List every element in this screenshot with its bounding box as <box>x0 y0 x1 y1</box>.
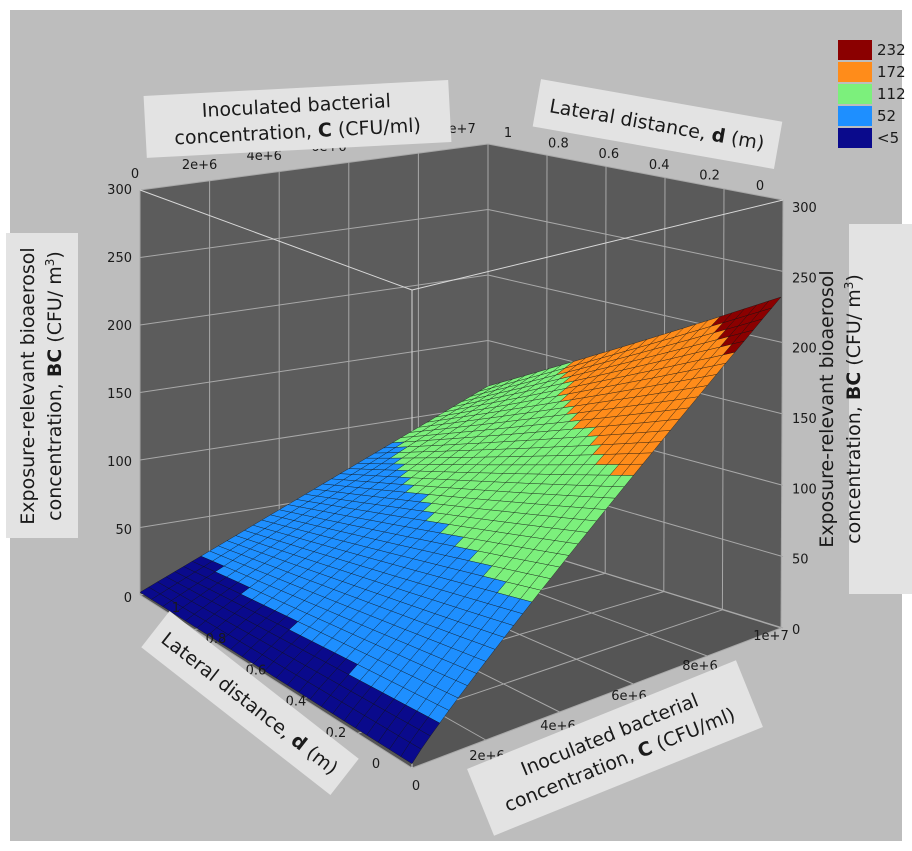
z-axis-title-right-line2: concentration, BC (CFU/ m3) <box>842 274 865 544</box>
z-tick-left: 300 <box>107 183 132 198</box>
x-tick-top: 0 <box>131 167 139 182</box>
grid-line-back-left-horizontal <box>139 209 489 258</box>
edge-top-left <box>139 189 413 291</box>
z-axis-title-right: Exposure-relevant bioaerosol concentrati… <box>816 224 912 594</box>
z-tick-right: 250 <box>792 271 817 286</box>
legend-swatch <box>838 84 872 104</box>
z-tick-left: 50 <box>115 523 132 538</box>
legend-label: 172 <box>877 63 906 81</box>
y-axis-title-bottom-box <box>141 610 359 796</box>
legend-label: 232 <box>877 41 906 59</box>
x-tick-bottom: 1e+7 <box>753 629 788 644</box>
grid-line-back-right-horizontal <box>487 209 784 272</box>
grid-line-back-left-horizontal <box>139 340 489 393</box>
z-tick-right: 150 <box>792 412 817 427</box>
legend-swatch <box>838 128 872 148</box>
x-tick-top: 4e+6 <box>246 149 281 164</box>
y-axis-title-top-box <box>532 79 783 169</box>
z-axis-title-right-box <box>849 224 912 594</box>
legend-swatch <box>838 40 872 60</box>
y-tick-top: 0.2 <box>699 168 720 183</box>
z-tick-right: 100 <box>792 482 817 497</box>
grid-line-back-left-horizontal <box>139 143 489 191</box>
grid-line-back-left-horizontal <box>139 274 489 326</box>
y-tick-bottom: 0 <box>372 757 380 772</box>
x-tick-bottom: 8e+6 <box>682 659 717 674</box>
tick-labels: 005050100100150150200200250250300300002e… <box>107 122 817 794</box>
color-legend: 232 172 112 52 <5 <box>838 40 906 148</box>
y-tick-top: 0.6 <box>598 147 619 162</box>
z-axis-title-left-box <box>6 233 78 538</box>
y-tick-top: 0.4 <box>649 158 670 173</box>
z-tick-right: 0 <box>792 623 800 638</box>
x-axis-title-top-box <box>143 80 452 158</box>
x-axis-title-bottom-box <box>467 660 763 836</box>
z-axis-title-left-line2: concentration, BC (CFU/ m3) <box>43 251 66 521</box>
grid-line-back-left-horizontal <box>139 405 489 461</box>
y-tick-top: 1 <box>504 126 512 141</box>
y-tick-bottom: 1 <box>172 601 180 616</box>
grid-line-back-right-horizontal <box>487 143 784 201</box>
z-tick-left: 250 <box>107 251 132 266</box>
grid-line-floor <box>411 627 782 769</box>
x-axis-title-top: Inoculated bacterial concentration, C (C… <box>143 80 452 158</box>
grid-line-back-right-vertical <box>780 199 784 629</box>
z-tick-right: 200 <box>792 342 817 357</box>
edge-top-right <box>411 199 784 291</box>
y-tick-top: 0 <box>756 179 764 194</box>
z-tick-right: 50 <box>792 553 809 568</box>
legend-label: 52 <box>877 107 896 125</box>
z-tick-left: 150 <box>107 387 132 402</box>
z-axis-title-right-line1: Exposure-relevant bioaerosol <box>816 270 838 547</box>
y-tick-top: 0.8 <box>548 137 569 152</box>
z-tick-left: 100 <box>107 455 132 470</box>
z-tick-right: 300 <box>792 201 817 216</box>
surface-cell <box>139 586 161 600</box>
response-surface <box>139 296 782 764</box>
x-tick-bottom: 0 <box>412 779 420 794</box>
legend-swatch <box>838 62 872 82</box>
z-tick-left: 0 <box>124 591 132 606</box>
z-axis-title-left: Exposure-relevant bioaerosol concentrati… <box>6 233 78 538</box>
x-tick-top: 2e+6 <box>182 158 217 173</box>
grid-line-back-right-vertical <box>721 188 725 610</box>
legend-label: 112 <box>877 85 906 103</box>
legend-label: <5 <box>877 129 899 147</box>
z-axis-title-left-line1: Exposure-relevant bioaerosol <box>17 247 39 524</box>
z-tick-left: 200 <box>107 319 132 334</box>
legend-swatch <box>838 106 872 126</box>
